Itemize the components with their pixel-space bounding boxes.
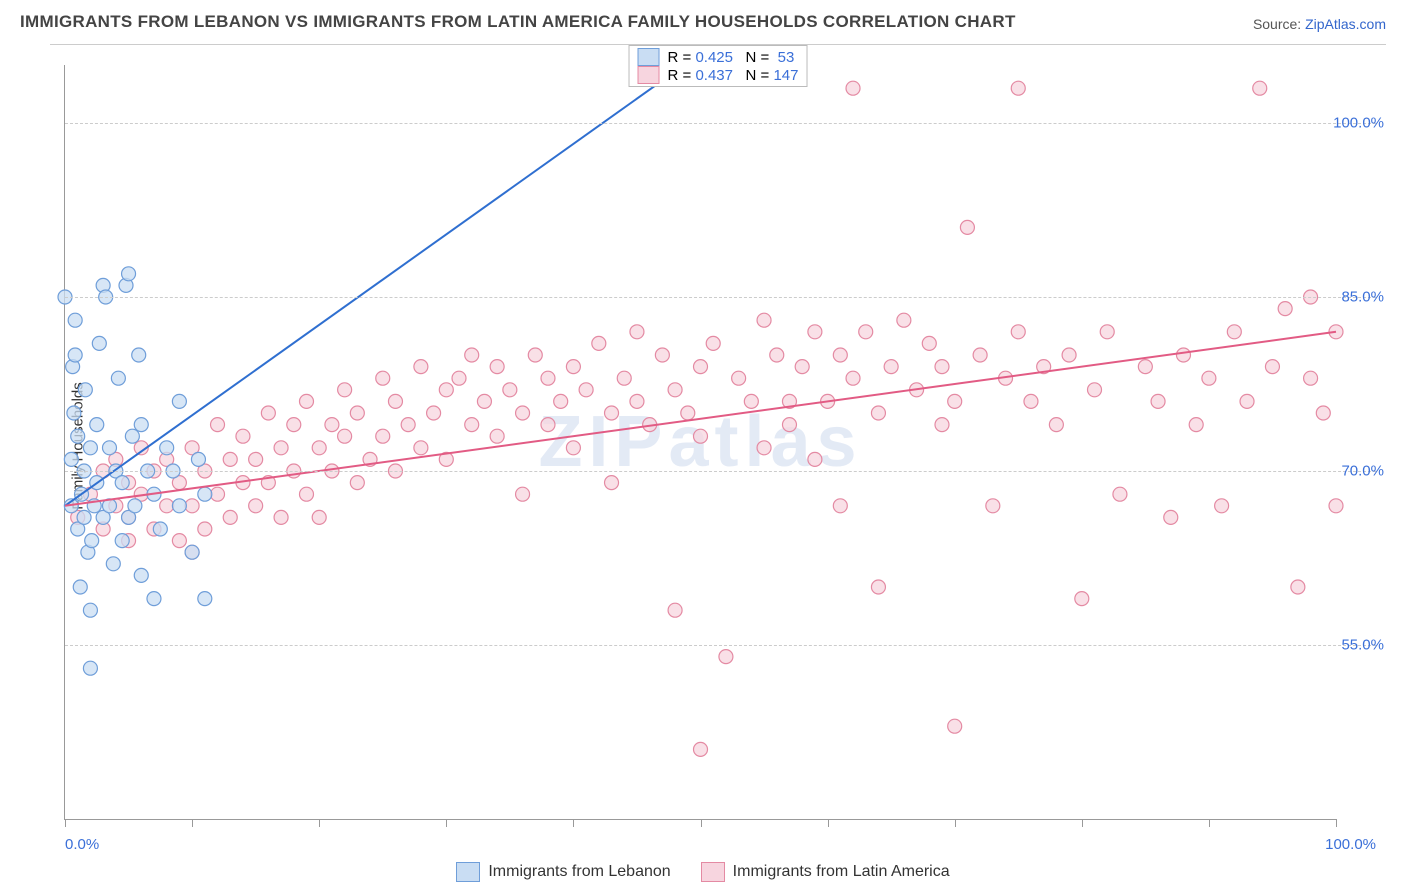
legend-swatch-lebanon: [638, 48, 660, 66]
x-axis-max-label: 100.0%: [1325, 836, 1376, 853]
scatter-svg: [65, 65, 1336, 819]
chart-area: R = 0.425 N = 53 R = 0.437 N = 147 ZIPat…: [50, 44, 1386, 840]
legend-swatch-latin: [638, 66, 660, 84]
legend-stats: R = 0.425 N = 53 R = 0.437 N = 147: [629, 45, 808, 87]
legend-bottom: Immigrants from Lebanon Immigrants from …: [0, 862, 1406, 882]
plot-region: ZIPatlas 0.0% 100.0% 55.0%70.0%85.0%100.…: [64, 65, 1336, 820]
source-label: Source: ZipAtlas.com: [1253, 16, 1386, 32]
legend-swatch-latin: [701, 862, 725, 882]
source-link[interactable]: ZipAtlas.com: [1305, 16, 1386, 32]
y-tick-label: 55.0%: [1341, 637, 1384, 654]
legend-label-latin: Immigrants from Latin America: [733, 863, 950, 881]
chart-title: IMMIGRANTS FROM LEBANON VS IMMIGRANTS FR…: [20, 12, 1016, 32]
y-tick-label: 100.0%: [1333, 115, 1384, 132]
legend-label-lebanon: Immigrants from Lebanon: [488, 863, 670, 881]
x-axis-min-label: 0.0%: [65, 836, 99, 853]
y-tick-label: 70.0%: [1341, 463, 1384, 480]
legend-swatch-lebanon: [456, 862, 480, 882]
y-tick-label: 85.0%: [1341, 289, 1384, 306]
